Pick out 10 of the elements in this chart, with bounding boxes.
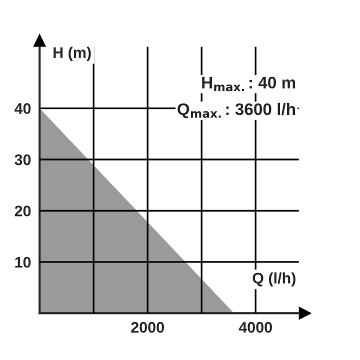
- x-axis-title: Q (l/h): [252, 272, 296, 287]
- annotation: H$_{max.}$: 40 m: [202, 76, 296, 92]
- y-tick-label: 30: [14, 154, 31, 166]
- y-tick-label: 40: [14, 103, 31, 114]
- y-tick-label: 10: [15, 256, 31, 268]
- x-tick-label: 4000: [238, 322, 272, 333]
- x-tick-label: 2000: [131, 322, 164, 333]
- y-tick-label: 20: [14, 206, 31, 216]
- annotation: Q$_{max.}$: 3600 l/h: [178, 102, 296, 118]
- y-axis-title: H (m): [54, 46, 91, 62]
